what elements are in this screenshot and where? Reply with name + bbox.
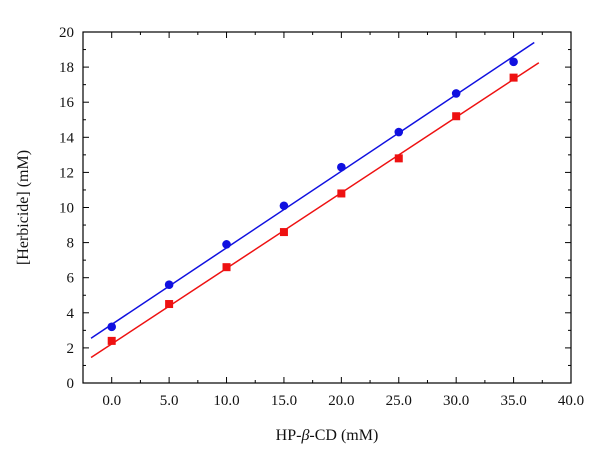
data-point-square bbox=[279, 228, 288, 237]
x-tick-label: 35.0 bbox=[500, 393, 526, 409]
fit-line-series-2 bbox=[90, 62, 540, 359]
data-point-square bbox=[394, 154, 403, 163]
x-tick-label: 5.0 bbox=[160, 393, 179, 409]
data-point-circle bbox=[509, 57, 518, 67]
x-tick-label: 40.0 bbox=[558, 393, 584, 409]
data-point-circle bbox=[107, 322, 117, 332]
data-point-square bbox=[337, 189, 346, 198]
data-point-circle bbox=[164, 280, 174, 290]
fit-lines bbox=[90, 41, 540, 359]
y-tick-label: 20 bbox=[59, 25, 74, 41]
data-point-circle bbox=[451, 89, 461, 98]
x-tick-label: 0.0 bbox=[102, 393, 121, 409]
x-axis-title: HP-β-CD (mM) bbox=[276, 427, 379, 444]
data-point-square bbox=[222, 263, 231, 272]
y-tick-label: 4 bbox=[67, 306, 75, 322]
data-markers bbox=[107, 57, 518, 345]
y-tick-label: 8 bbox=[67, 236, 75, 252]
y-axis: 0 2 4 6 8 10 12 14 16 18 20 bbox=[59, 25, 571, 392]
plot-border bbox=[82, 31, 572, 384]
data-point-square bbox=[452, 112, 461, 121]
data-point-circle bbox=[279, 201, 289, 211]
x-tick-label: 10.0 bbox=[213, 393, 239, 409]
y-tick-label: 10 bbox=[59, 201, 74, 217]
x-tick-label: 20.0 bbox=[328, 393, 354, 409]
y-axis-title: [Herbicide] (mM) bbox=[15, 150, 32, 265]
data-point-circle bbox=[222, 240, 231, 249]
data-point-circle bbox=[337, 162, 346, 172]
x-tick-label: 30.0 bbox=[443, 393, 469, 409]
plot-frame bbox=[82, 31, 572, 384]
y-tick-label: 14 bbox=[59, 130, 75, 146]
data-point-circle bbox=[394, 127, 404, 137]
data-point-square bbox=[165, 300, 174, 309]
y-tick-label: 2 bbox=[67, 341, 75, 357]
y-tick-label: 0 bbox=[67, 376, 75, 392]
y-tick-label: 16 bbox=[59, 95, 75, 111]
fit-line-series-1 bbox=[90, 41, 535, 339]
y-tick-label: 18 bbox=[59, 60, 74, 76]
x-axis: 0.0 5.0 10.0 15.0 20.0 25.0 30.0 35.0 40.0 bbox=[102, 32, 584, 409]
x-tick-label: 15.0 bbox=[271, 393, 297, 409]
x-tick-label: 25.0 bbox=[386, 393, 412, 409]
y-tick-label: 12 bbox=[59, 165, 74, 181]
data-point-square bbox=[107, 336, 116, 345]
data-point-square bbox=[509, 73, 518, 82]
y-tick-label: 6 bbox=[67, 271, 75, 287]
